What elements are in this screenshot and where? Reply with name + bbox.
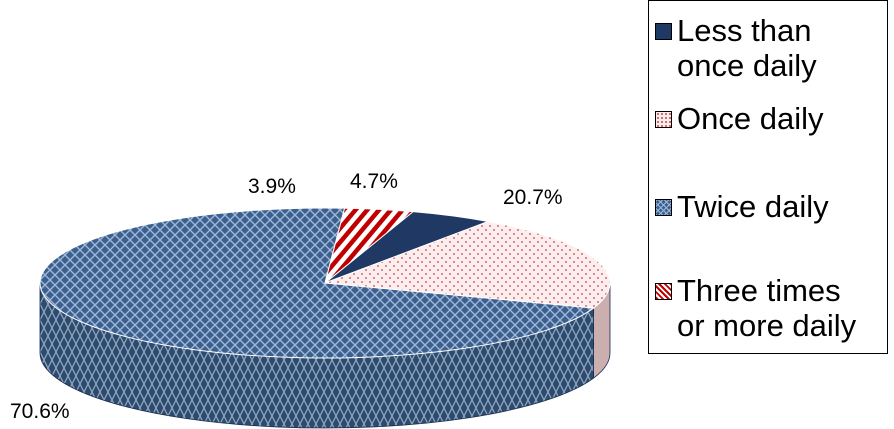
pie-side-shade (40, 283, 610, 428)
data-label-twice-daily: 70.6% (10, 400, 70, 423)
chart-legend: Less than once daily Once daily Twice daily… (648, 0, 888, 354)
legend-label-line: Three times (677, 273, 841, 308)
data-label-less-than-once-daily: 4.7% (350, 170, 398, 193)
legend-label-less-than-once-daily: Less than once daily (677, 13, 817, 83)
legend-swatch-once-daily (655, 111, 672, 128)
data-label-once-daily: 20.7% (503, 186, 563, 209)
legend-label-line: once daily (677, 48, 817, 83)
legend-label-once-daily: Once daily (677, 101, 823, 136)
legend-label-line: Less than (677, 13, 812, 48)
legend-swatch-twice-daily (655, 199, 672, 216)
legend-swatch-less-than-once-daily (655, 23, 672, 40)
legend-label-twice-daily: Twice daily (677, 189, 829, 224)
legend-label-line: or more daily (677, 308, 857, 343)
pie-top (39, 207, 611, 359)
data-label-three-times-or-more-daily: 3.9% (248, 175, 296, 198)
pie-slice-twice-daily (39, 207, 595, 359)
pie-slice-three-times-or-more-daily (324, 207, 415, 285)
pie-labels: 4.7% 20.7% 70.6% 3.9% (10, 170, 563, 423)
pie-slice-once-daily (324, 220, 611, 309)
legend-label-line: Twice daily (677, 189, 829, 224)
pie-side-wall (39, 282, 611, 429)
legend-label-line: Once daily (677, 101, 824, 136)
legend-swatch-three-times-or-more-daily (655, 283, 672, 300)
legend-label-three-times-or-more-daily: Three times or more daily (677, 273, 856, 343)
